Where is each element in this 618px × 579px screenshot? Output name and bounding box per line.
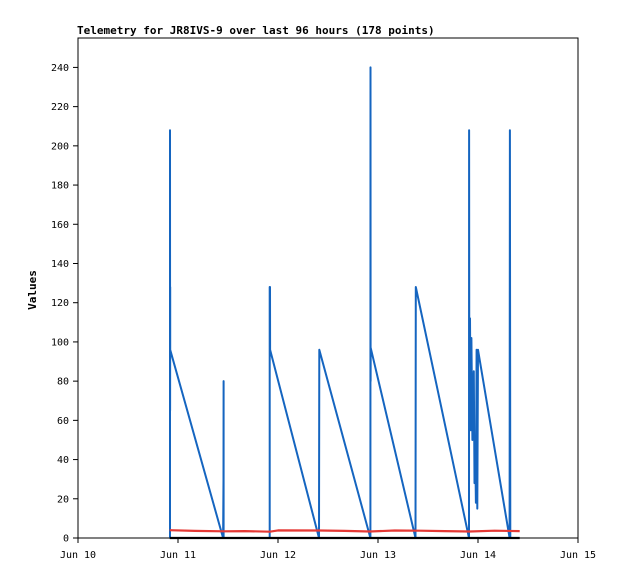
series-line-1 xyxy=(169,66,512,539)
y-tick-label: 140 xyxy=(51,259,69,270)
series-layer xyxy=(169,66,520,540)
x-axis: Jun 10 Jun 11 Jun 12 Jun 13 Jun 14 Jun 15 xyxy=(60,538,596,561)
y-tick-label: 240 xyxy=(51,63,69,74)
y-tick-label: 60 xyxy=(57,416,69,427)
y-tick-label: 0 xyxy=(63,534,69,545)
y-tick-label: 220 xyxy=(51,102,69,113)
y-axis: 0 20 40 60 80 100 120 140 160 180 200 220 240 xyxy=(51,63,78,545)
plot-area xyxy=(77,37,579,539)
series-line-2 xyxy=(169,529,520,533)
y-tick-label: 100 xyxy=(51,337,69,348)
x-tick-label: Jun 12 xyxy=(260,550,296,561)
y-tick-label: 200 xyxy=(51,141,69,152)
chart-title: Telemetry for JR8IVS-9 over last 96 hour… xyxy=(77,24,435,37)
y-tick-label: 80 xyxy=(57,377,69,388)
x-tick-label: Jun 14 xyxy=(460,550,496,561)
y-tick-label: 20 xyxy=(57,494,69,505)
y-tick-label: 180 xyxy=(51,181,69,192)
y-axis-label: Values xyxy=(26,270,39,310)
y-tick-label: 120 xyxy=(51,298,69,309)
y-tick-label: 40 xyxy=(57,455,69,466)
x-tick-label: Jun 15 xyxy=(560,550,596,561)
x-tick-label: Jun 13 xyxy=(360,550,396,561)
x-tick-label: Jun 10 xyxy=(60,550,96,561)
y-tick-label: 160 xyxy=(51,220,69,231)
x-tick-label: Jun 11 xyxy=(160,550,196,561)
